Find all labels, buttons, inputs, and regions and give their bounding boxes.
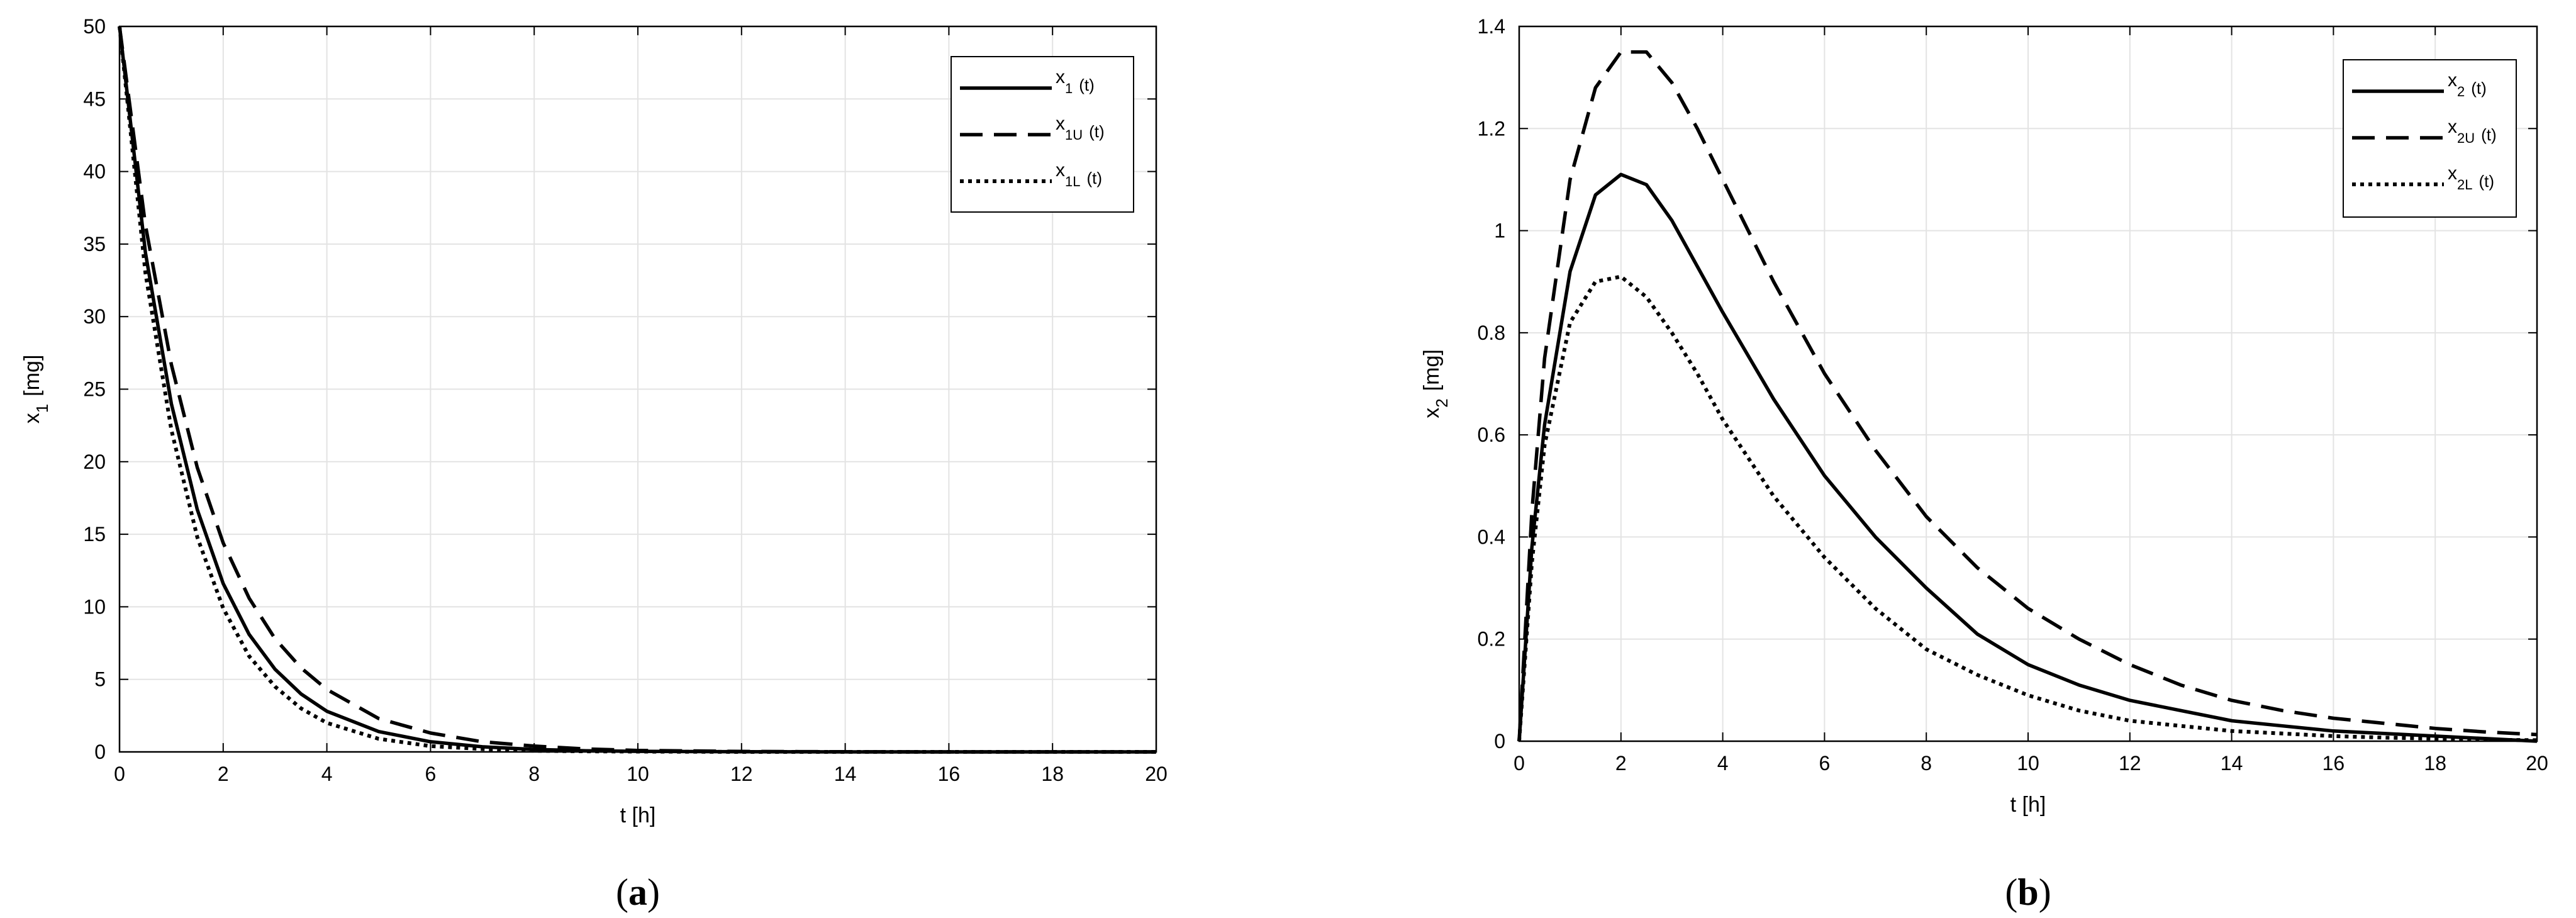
y-tick-label: 0.2 bbox=[1478, 628, 1505, 651]
x-tick-label: 12 bbox=[2119, 752, 2141, 775]
legend-entry-main: x bbox=[1056, 113, 1065, 134]
y-tick-label: 15 bbox=[83, 523, 106, 546]
legend-entry-tail: (t) bbox=[1086, 169, 1102, 188]
legend-entry-main: x bbox=[2448, 70, 2457, 91]
y-tick-label: 1 bbox=[1494, 220, 1505, 242]
y-tick-label: 20 bbox=[83, 451, 106, 473]
y-tick-label: 10 bbox=[83, 595, 106, 618]
y-axis-label-unit: [mg] bbox=[20, 355, 44, 396]
legend-entry-2: x2 (t) bbox=[2448, 70, 2487, 99]
legend-entry-tail: (t) bbox=[2481, 125, 2497, 144]
y-tick-label: 1.4 bbox=[1478, 15, 1505, 38]
chart-panel-a: 0 2 4 6 8 10 12 14 16 18 20 0 5 10 15 20 25 30 35 40 45 50 t [… bbox=[20, 15, 1168, 913]
x-tick-label: 14 bbox=[834, 763, 857, 785]
x-tick-label: 18 bbox=[1041, 763, 1064, 785]
legend: x2 (t)x2U (t)x2L (t) bbox=[2343, 59, 2517, 218]
y-tick-label: 0 bbox=[94, 741, 106, 763]
legend-entry-sub: 2U bbox=[2457, 130, 2475, 146]
y-tick-label: 45 bbox=[83, 87, 106, 110]
x-tick-label: 2 bbox=[1615, 752, 1627, 775]
panel-label-letter: a bbox=[628, 871, 647, 913]
series-line-2 bbox=[1517, 172, 2538, 743]
legend-entry-sub: 1U bbox=[1065, 127, 1083, 143]
y-tick-label: 30 bbox=[83, 305, 106, 328]
x-tick-label: 6 bbox=[425, 763, 437, 785]
legend-entry-main: x bbox=[1056, 67, 1065, 87]
y-axis-label: x1 [mg] bbox=[20, 355, 52, 424]
legend-entry-main: x bbox=[1056, 160, 1065, 181]
x-tick-label: 8 bbox=[528, 763, 540, 785]
y-tick-label: 0.8 bbox=[1478, 322, 1505, 344]
legend-entry-sub: 1 bbox=[1065, 81, 1073, 96]
y-tick-label: 40 bbox=[83, 160, 106, 183]
x-tick-label: 16 bbox=[938, 763, 961, 785]
legend-entry-2l: x2L (t) bbox=[2448, 163, 2494, 193]
legend-entry-tail: (t) bbox=[2471, 79, 2487, 98]
y-tick-label: 0.6 bbox=[1478, 423, 1505, 446]
y-axis-label: x2 [mg] bbox=[1420, 349, 1451, 418]
x-tick-label: 0 bbox=[1514, 752, 1525, 775]
y-tick-label: 25 bbox=[83, 378, 106, 401]
series-line-2l bbox=[1517, 274, 2538, 742]
y-axis-label-sub: 1 bbox=[33, 404, 52, 413]
legend-entry-1l: x1L (t) bbox=[1056, 160, 1102, 189]
legend-entry-1u: x1U (t) bbox=[1056, 113, 1105, 143]
panel-label-open: ( bbox=[616, 871, 628, 913]
panel-label-close: ) bbox=[2039, 871, 2051, 913]
x-tick-label: 4 bbox=[1717, 752, 1729, 775]
x-axis-label: t [h] bbox=[620, 803, 656, 827]
x-tick-label: 6 bbox=[1819, 752, 1831, 775]
series-line-2u bbox=[1517, 50, 2538, 742]
panel-label-close: ) bbox=[647, 871, 660, 913]
series-line-1l bbox=[118, 26, 1156, 754]
plot-frame bbox=[1518, 25, 2538, 742]
x-tick-label: 10 bbox=[2017, 752, 2039, 775]
panel-label: (a) bbox=[616, 871, 660, 913]
legend-entry-1: x1 (t) bbox=[1056, 67, 1095, 96]
x-tick-label: 14 bbox=[2221, 752, 2243, 775]
x-tick-label: 18 bbox=[2424, 752, 2446, 775]
y-tick-label: 0 bbox=[1494, 730, 1505, 753]
panel-label: (b) bbox=[2005, 871, 2051, 913]
y-tick-label: 50 bbox=[83, 15, 106, 38]
y-axis-label-main: x bbox=[1420, 408, 1444, 418]
y-tick-label: 5 bbox=[94, 668, 106, 691]
x-tick-label: 0 bbox=[114, 763, 125, 785]
chart-panel-b: 0 2 4 6 8 10 12 14 16 18 20 0 0.2 0.4 0.6 0.8 1 1.2 1.4 t [… bbox=[1420, 15, 2548, 913]
y-axis-label-sub: 2 bbox=[1432, 398, 1451, 407]
legend-entry-sub: 1L bbox=[1065, 174, 1080, 189]
legend-entry-main: x bbox=[2448, 163, 2457, 184]
x-tick-label: 16 bbox=[2322, 752, 2345, 775]
x-tick-label: 4 bbox=[321, 763, 333, 785]
legend: x1 (t)x1U (t)x1L (t) bbox=[951, 56, 1134, 213]
x-tick-label: 20 bbox=[1145, 763, 1168, 785]
legend-entry-tail: (t) bbox=[2478, 172, 2494, 191]
legend-entry-sub: 2 bbox=[2457, 84, 2465, 99]
legend-entry-tail: (t) bbox=[1089, 122, 1105, 141]
y-tick-label: 1.2 bbox=[1478, 117, 1505, 140]
legend-entry-tail: (t) bbox=[1079, 76, 1095, 94]
panel-label-open: ( bbox=[2005, 871, 2017, 913]
y-tick-label: 0.4 bbox=[1478, 525, 1505, 548]
x-axis-label: t [h] bbox=[2010, 793, 2046, 817]
legend-entry-2u: x2U (t) bbox=[2448, 116, 2497, 146]
x-tick-label: 20 bbox=[2526, 752, 2548, 775]
x-tick-label: 2 bbox=[218, 763, 229, 785]
legend-entry-sub: 2L bbox=[2457, 177, 2472, 193]
y-tick-label: 35 bbox=[83, 233, 106, 255]
legend-entry-main: x bbox=[2448, 116, 2457, 137]
x-tick-label: 12 bbox=[730, 763, 753, 785]
panel-label-letter: b bbox=[2017, 871, 2038, 913]
x-tick-label: 8 bbox=[1921, 752, 1932, 775]
y-axis-label-unit: [mg] bbox=[1420, 349, 1444, 391]
y-axis-label-main: x bbox=[20, 413, 44, 423]
series-line-1u bbox=[118, 26, 1156, 754]
x-tick-label: 10 bbox=[627, 763, 649, 785]
